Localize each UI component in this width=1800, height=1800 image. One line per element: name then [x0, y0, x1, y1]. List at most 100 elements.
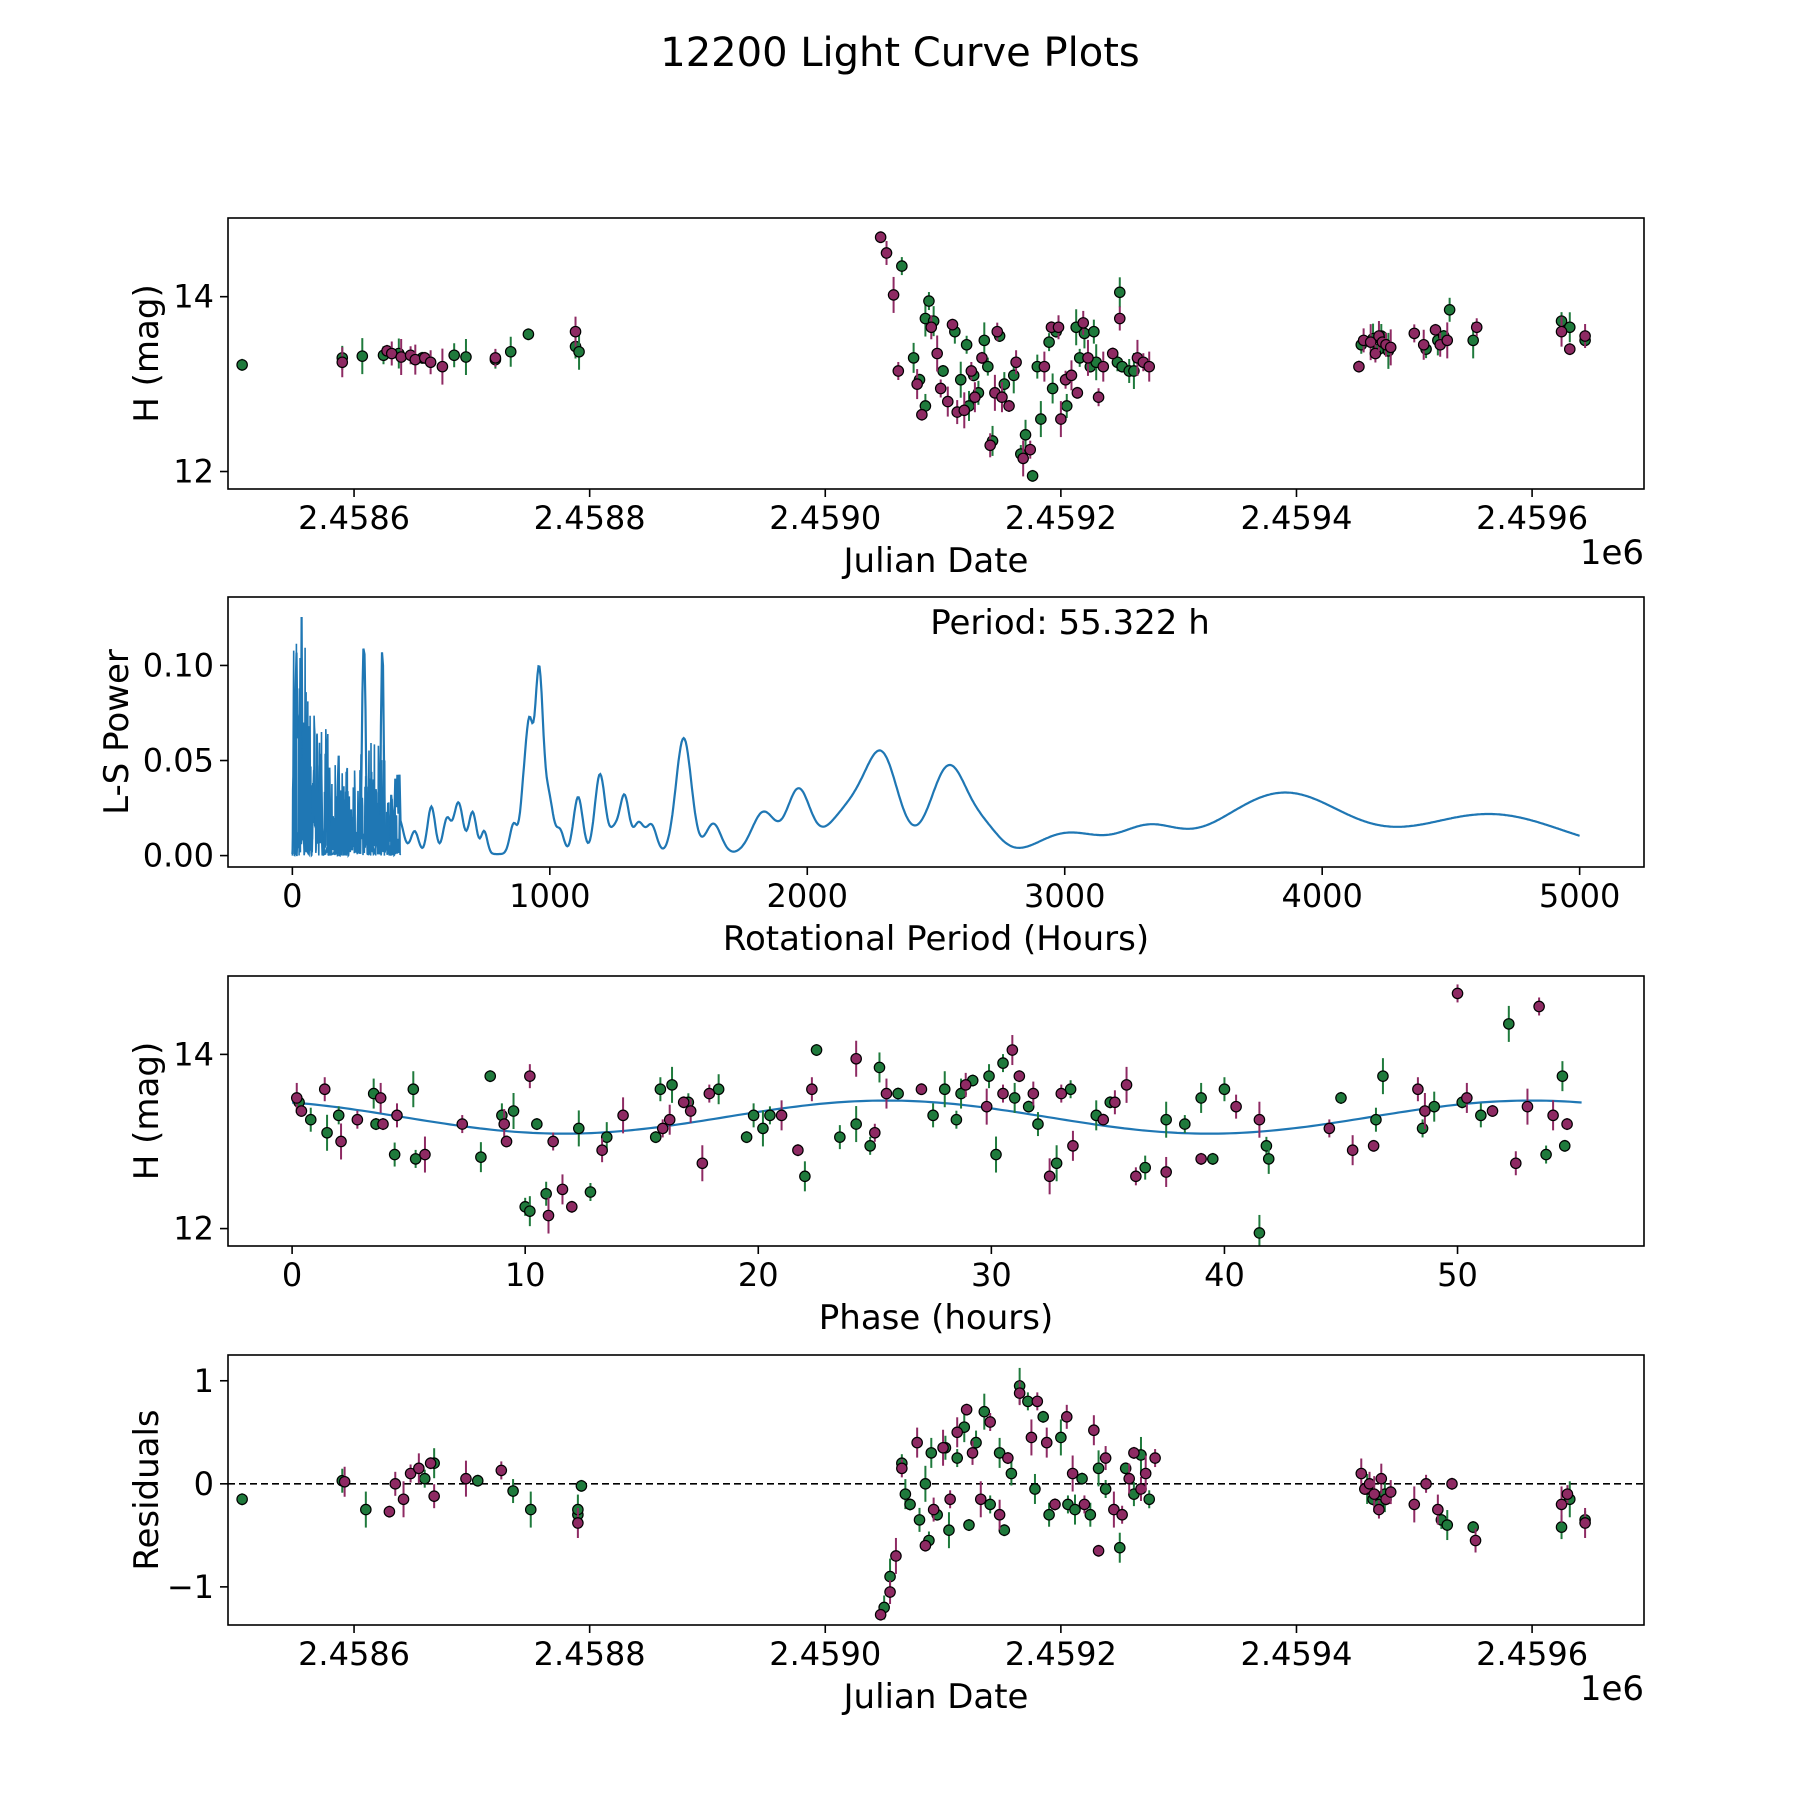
data-point-magenta — [1027, 1087, 1040, 1100]
data-point-magenta — [1510, 1157, 1522, 1170]
data-point-magenta — [1160, 1166, 1172, 1178]
data-point-magenta — [1555, 325, 1568, 338]
data-point-green — [764, 1109, 776, 1122]
data-point-magenta — [890, 1550, 902, 1562]
plot-area — [236, 231, 1591, 482]
data-point-magenta — [1082, 352, 1094, 364]
data-point-green — [919, 1478, 932, 1490]
data-point-magenta — [1013, 1387, 1026, 1399]
data-point-magenta — [1116, 1508, 1128, 1521]
data-point-green — [925, 1447, 938, 1459]
data-point-magenta — [569, 325, 582, 338]
data-point-magenta — [335, 1135, 347, 1148]
data-point-green — [896, 260, 908, 272]
data-point-green — [484, 1070, 497, 1082]
x-tick-label: 0 — [282, 877, 302, 915]
data-point-magenta — [1469, 1534, 1482, 1547]
x-tick-label: 50 — [1437, 1256, 1478, 1294]
data-point-green — [1467, 334, 1479, 347]
data-point-magenta — [1521, 1100, 1534, 1113]
x-tick-label: 20 — [738, 1256, 779, 1294]
data-point-green — [834, 1131, 846, 1143]
data-point-magenta — [1364, 336, 1377, 348]
data-point-magenta — [1420, 1478, 1432, 1490]
data-point-magenta — [884, 1586, 896, 1598]
data-point-green — [892, 1087, 904, 1100]
y-tick-label: 14 — [173, 278, 214, 316]
data-point-magenta — [351, 1113, 364, 1126]
data-point-magenta — [1092, 391, 1105, 404]
data-point-green — [983, 1070, 995, 1082]
data-point-magenta — [542, 1209, 555, 1222]
x-tick-label: 2000 — [767, 877, 848, 915]
data-point-green — [1088, 325, 1100, 338]
figure-title: 12200 Light Curve Plots — [660, 30, 1139, 76]
data-point-magenta — [887, 289, 900, 301]
data-point-magenta — [997, 1087, 1009, 1100]
data-point-magenta — [984, 439, 996, 452]
data-point-green — [332, 1109, 345, 1122]
data-point-green — [475, 1151, 487, 1163]
data-point-green — [998, 1524, 1011, 1536]
data-point-magenta — [1486, 1105, 1499, 1117]
data-point-green — [740, 1131, 753, 1143]
data-point-green — [1555, 1521, 1568, 1533]
data-point-magenta — [925, 321, 938, 334]
x-tick-label: 10 — [505, 1256, 546, 1294]
data-point-green — [927, 1109, 939, 1122]
data-point-magenta — [1346, 1144, 1359, 1156]
data-point-magenta — [663, 1113, 676, 1126]
data-point-green — [1416, 1122, 1429, 1135]
data-point-green — [1046, 382, 1059, 395]
data-point-magenta — [391, 1109, 403, 1122]
panels: 2.4586 2.4588 2.4590 2.4592 2.4594 2.45961214… — [97, 217, 1645, 1717]
data-point-green — [1092, 1462, 1105, 1475]
y-tick-label: 14 — [173, 1035, 214, 1073]
x-tick-label: 30 — [971, 1256, 1012, 1294]
data-point-magenta — [919, 1539, 932, 1552]
data-point-green — [1540, 1148, 1552, 1161]
plot-area — [290, 984, 1582, 1246]
data-point-green — [531, 1118, 543, 1130]
data-point-magenta — [696, 1157, 709, 1170]
data-point-magenta — [969, 391, 981, 404]
axes-frame — [227, 217, 1645, 490]
data-point-green — [712, 1083, 725, 1096]
x-offset-text: 1e6 — [1580, 1669, 1644, 1709]
data-point-magenta — [1143, 360, 1156, 373]
data-point-magenta — [911, 378, 923, 390]
x-tick-label: 2.4592 — [1005, 1635, 1117, 1673]
data-point-magenta — [374, 1092, 387, 1104]
data-point-green — [236, 359, 248, 371]
data-point-green — [1076, 1472, 1088, 1485]
panel-periodogram: 0 1000 2000 3000 4000 5000 0.00 0.05 0.10 Rotatio… — [97, 596, 1645, 959]
x-offset-text: 1e6 — [1580, 533, 1644, 573]
x-tick-label: 5000 — [1539, 877, 1620, 915]
data-point-magenta — [1055, 1087, 1068, 1100]
data-point-magenta — [1195, 1153, 1207, 1165]
data-point-green — [1007, 369, 1020, 382]
x-tick-label: 2.4586 — [298, 1635, 410, 1673]
data-point-green — [321, 1126, 333, 1139]
y-tick-label: 0 — [194, 1465, 214, 1503]
data-point-magenta — [1533, 1000, 1545, 1013]
data-point-magenta — [1417, 338, 1430, 351]
data-point-green — [1008, 1092, 1021, 1104]
data-point-magenta — [951, 1426, 964, 1439]
data-point-green — [1253, 1227, 1266, 1239]
data-point-green — [954, 373, 967, 386]
data-point-magenta — [498, 1118, 511, 1130]
data-point-green — [1022, 1100, 1035, 1113]
data-point-green — [1428, 1100, 1441, 1113]
data-point-green — [1043, 336, 1055, 348]
x-tick-label: 2.4586 — [298, 499, 410, 537]
data-point-magenta — [1253, 1113, 1266, 1126]
data-point-magenta — [1375, 1472, 1388, 1485]
data-point-green — [540, 1187, 552, 1200]
data-point-magenta — [572, 1517, 584, 1529]
data-point-magenta — [1384, 1486, 1397, 1498]
data-point-green — [1113, 286, 1126, 299]
data-point-magenta — [404, 1467, 417, 1480]
x-tick-label: 2.4590 — [769, 499, 881, 537]
